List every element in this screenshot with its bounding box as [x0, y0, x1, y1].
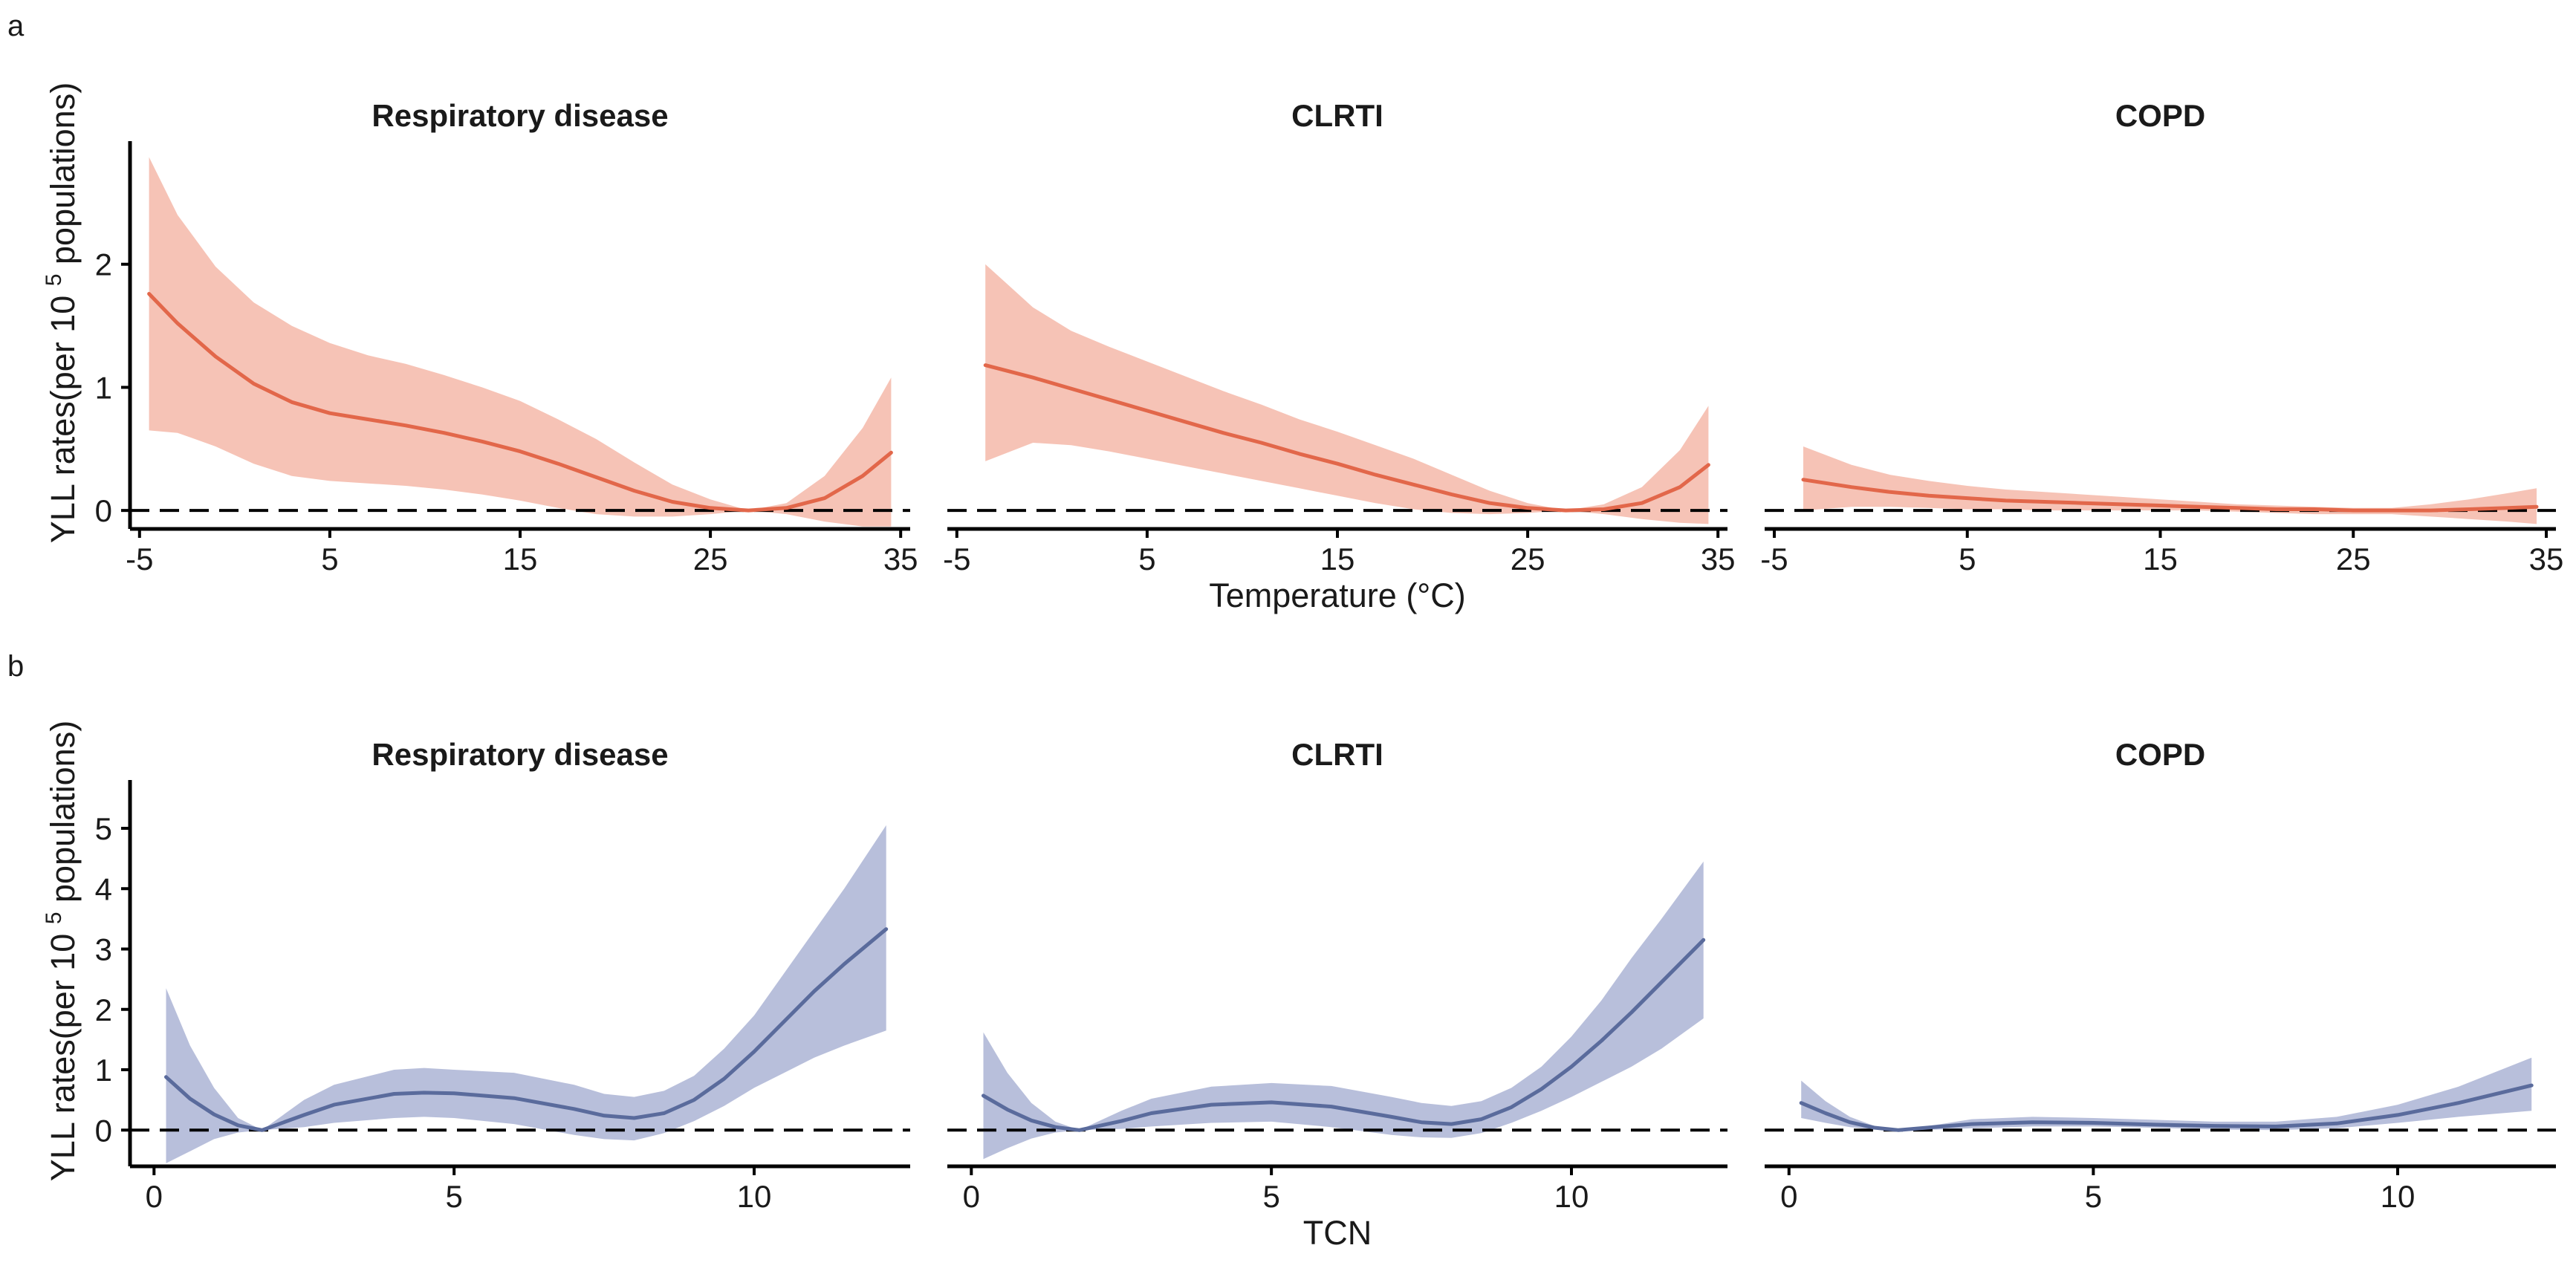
x-tick-label: 0 [146, 1179, 163, 1214]
panel-title: CLRTI [1291, 737, 1383, 772]
y-tick-label: 1 [95, 370, 112, 405]
y-tick-label: 0 [95, 493, 112, 528]
estimate-line [164, 927, 889, 1132]
x-tick-label: 10 [1554, 1179, 1589, 1214]
y-tick-label: 2 [95, 247, 112, 282]
panel-title: COPD [2115, 737, 2205, 772]
panel-label-b: b [7, 650, 24, 683]
panel-label-a: a [7, 10, 25, 42]
confidence-band [1801, 1057, 2532, 1131]
x-tick-label: 35 [883, 542, 918, 576]
panel-a2: CLRTI -5 5 15 25 35 Temperature (°C) [943, 98, 1735, 614]
y-axis-label: YLL rates(per 10 5 populations) [42, 721, 82, 1181]
x-tick-label: 5 [1262, 1179, 1279, 1214]
y-axis-label: YLL rates(per 10 5 populations) [42, 82, 82, 543]
panel-title: COPD [2115, 98, 2205, 133]
x-tick-label: 5 [321, 542, 338, 576]
y-tick-label: 4 [95, 871, 112, 906]
x-tick-label: 10 [737, 1179, 772, 1214]
x-tick-label: -5 [1760, 542, 1788, 576]
x-tick-label: 25 [2336, 542, 2371, 576]
x-tick-label: 25 [693, 542, 728, 576]
y-tick-label: 5 [95, 811, 112, 846]
confidence-band [149, 157, 892, 527]
x-tick-label: 0 [963, 1179, 980, 1214]
panel-title: Respiratory disease [372, 98, 668, 133]
panel-a3: COPD -5 5 15 25 35 [1760, 98, 2563, 576]
x-tick-label: -5 [943, 542, 970, 576]
x-tick-label: 35 [1701, 542, 1736, 576]
estimate-line [147, 292, 893, 513]
y-tick-label: 1 [95, 1053, 112, 1088]
x-tick-label: -5 [126, 542, 153, 576]
y-axis-label-part: YLL rates(per 10 [44, 924, 82, 1181]
panel-b3: COPD 0 5 10 [1765, 737, 2556, 1214]
y-axis-label-part: 5 [42, 912, 66, 924]
x-tick-label: 5 [1959, 542, 1976, 576]
confidence-band [985, 264, 1709, 524]
x-tick-label: 15 [2143, 542, 2178, 576]
x-tick-label: 15 [1320, 542, 1355, 576]
confidence-band [1803, 446, 2537, 524]
confidence-band [166, 825, 886, 1163]
x-tick-label: 35 [2529, 542, 2564, 576]
y-axis-label-part: populations) [44, 721, 82, 912]
x-tick-label: 15 [503, 542, 538, 576]
y-axis-label-part: populations) [44, 82, 82, 274]
y-tick-label: 0 [95, 1113, 112, 1148]
y-axis-label-part: 5 [42, 273, 66, 286]
x-tick-label: 5 [1138, 542, 1155, 576]
x-tick-label: 0 [1780, 1179, 1797, 1214]
x-tick-label: 5 [445, 1179, 462, 1214]
panel-b2: CLRTI 0 5 10 TCN [947, 737, 1727, 1252]
y-tick-label: 3 [95, 932, 112, 967]
estimate-line [1801, 478, 2539, 513]
estimate-line [983, 363, 1710, 513]
x-tick-label: 10 [2381, 1179, 2416, 1214]
y-axis-label-part: YLL rates(per 10 [44, 286, 82, 543]
panel-a1: Respiratory disease -5 5 15 25 35 0 1 2 YLL rates… [42, 82, 918, 576]
panel-title: Respiratory disease [372, 737, 668, 772]
x-tick-label: 25 [1511, 542, 1545, 576]
estimate-line [982, 938, 1706, 1132]
estimate-line [1799, 1083, 2534, 1132]
x-axis-label: TCN [1303, 1214, 1372, 1252]
confidence-band [983, 861, 1704, 1160]
x-tick-label: 5 [2085, 1179, 2102, 1214]
panel-title: CLRTI [1291, 98, 1383, 133]
x-axis-label: Temperature (°C) [1209, 576, 1466, 614]
y-tick-label: 2 [95, 992, 112, 1027]
